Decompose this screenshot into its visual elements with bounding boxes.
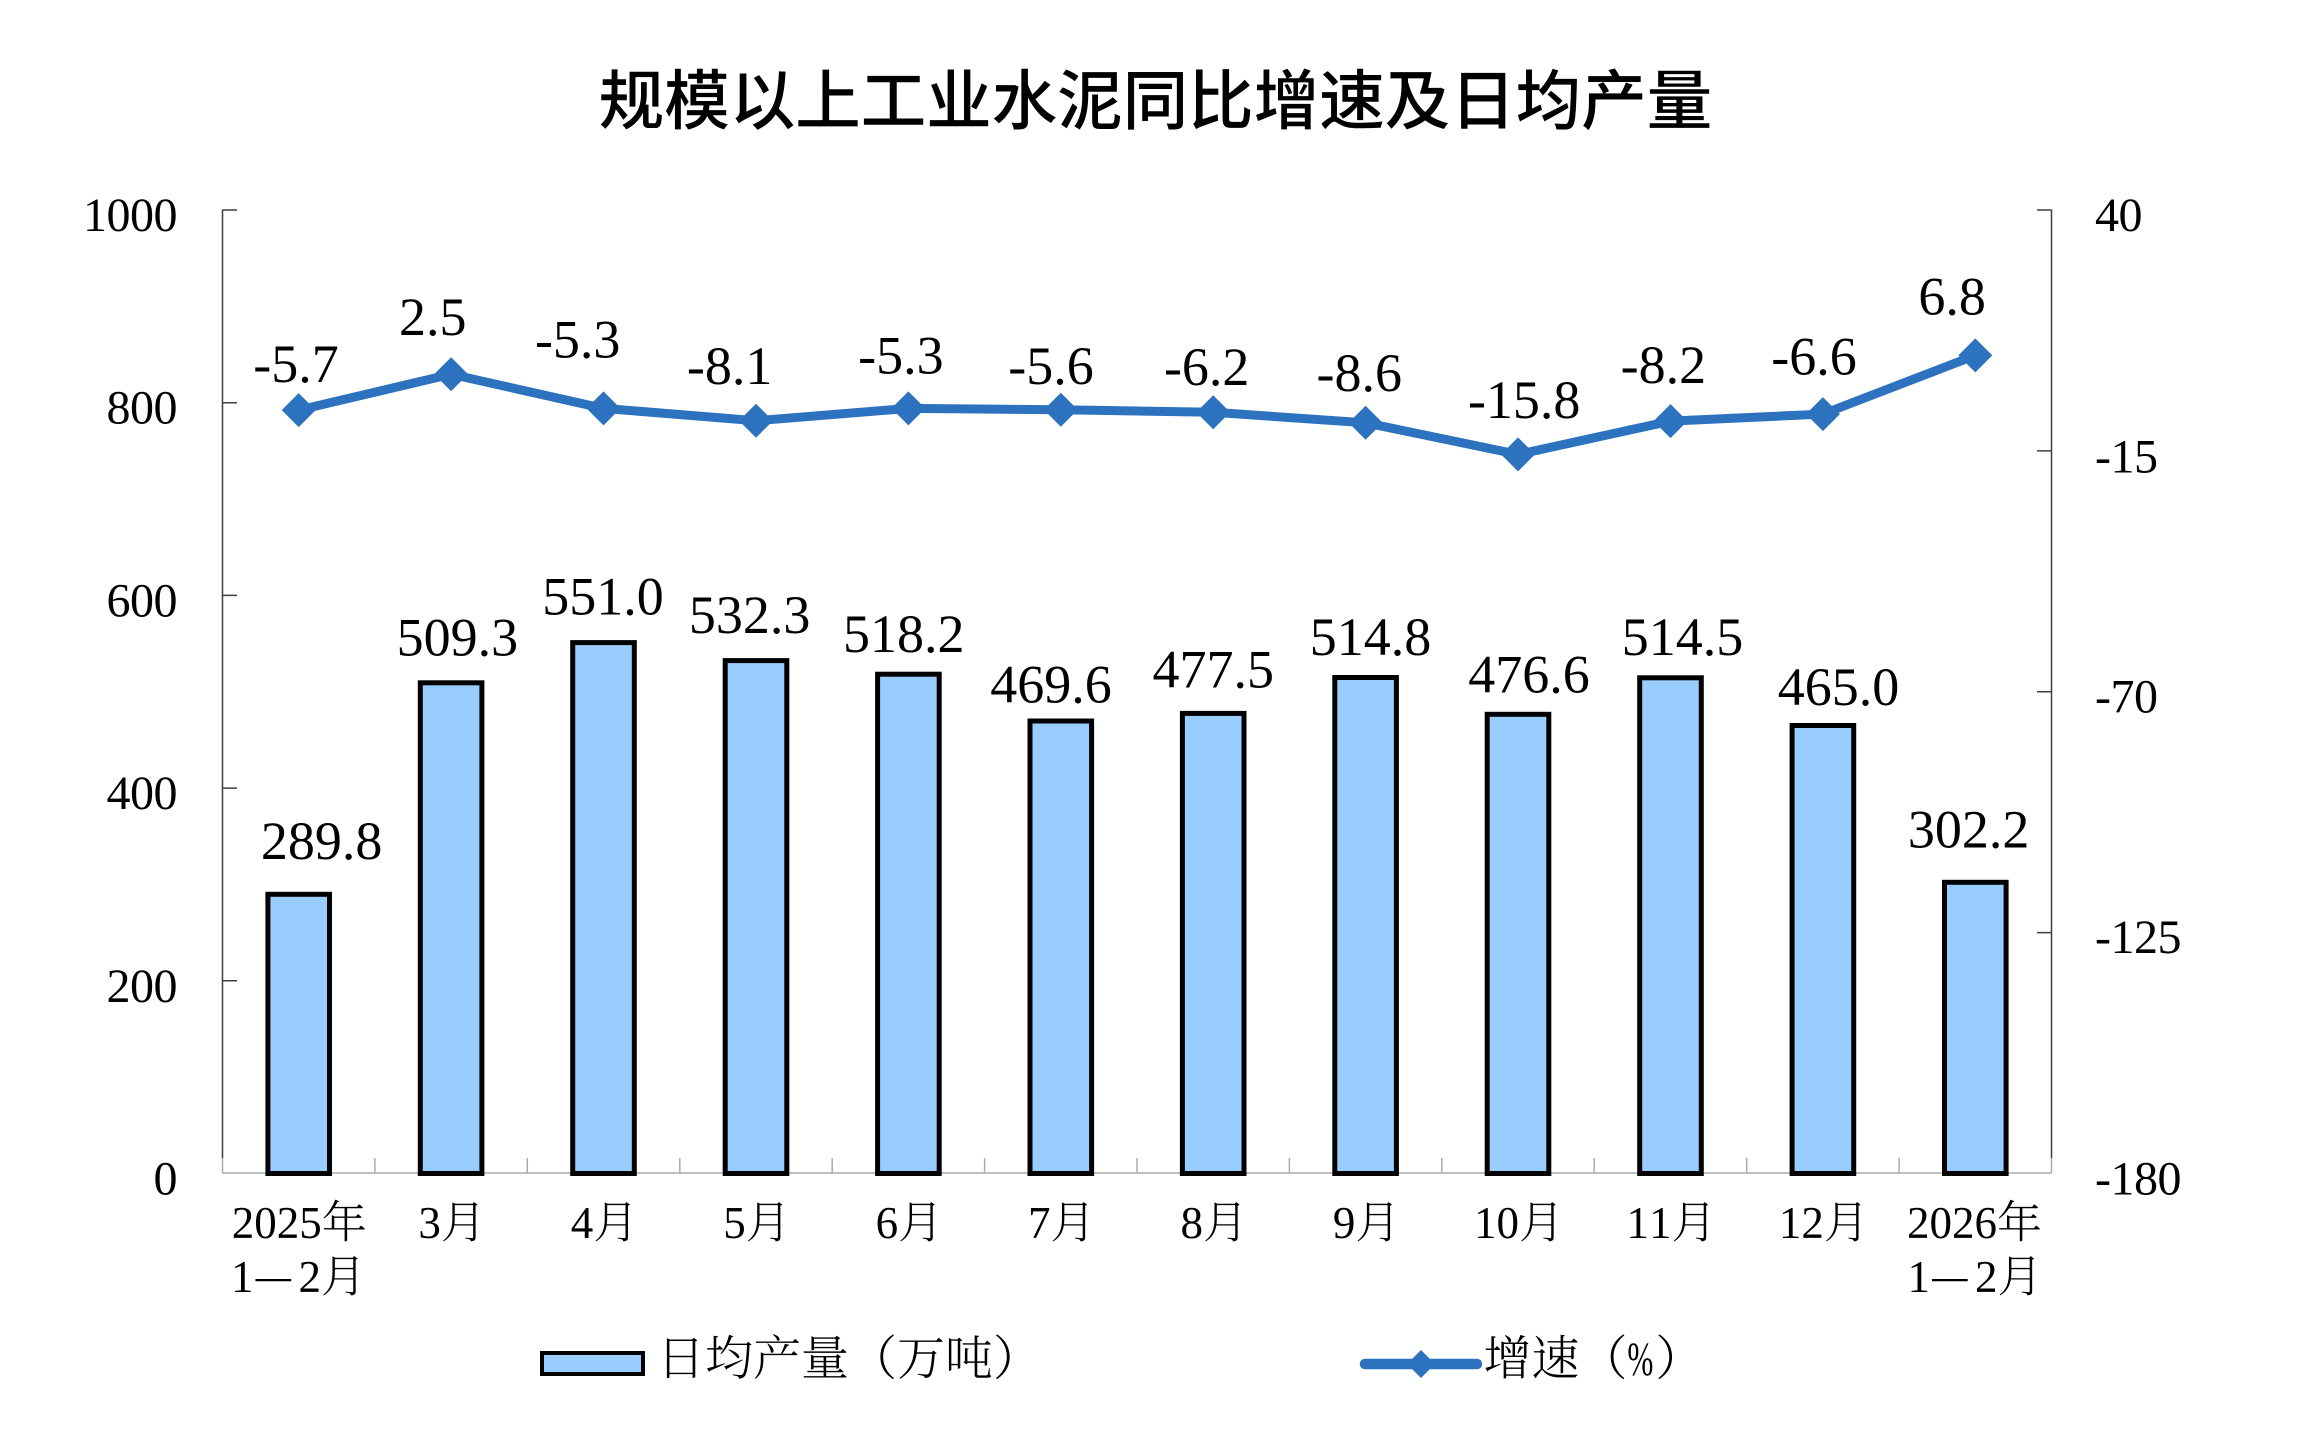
svg-text:476.6: 476.6 bbox=[1468, 644, 1590, 704]
svg-text:2: 2 bbox=[1801, 1198, 1824, 1248]
svg-text:40: 40 bbox=[2095, 189, 2142, 242]
svg-text:2.5: 2.5 bbox=[399, 287, 467, 347]
svg-text:6: 6 bbox=[1975, 1198, 1998, 1248]
svg-text:5: 5 bbox=[723, 1198, 746, 1248]
svg-text:1: 1 bbox=[1627, 1198, 1650, 1248]
svg-text:514.8: 514.8 bbox=[1310, 607, 1432, 667]
svg-text:-180: -180 bbox=[2095, 1153, 2181, 1206]
svg-text:600: 600 bbox=[107, 574, 178, 627]
svg-text:-15.8: -15.8 bbox=[1468, 370, 1580, 430]
svg-text:1: 1 bbox=[1908, 1252, 1931, 1302]
svg-text:-5.7: -5.7 bbox=[253, 334, 338, 394]
svg-text:3: 3 bbox=[418, 1198, 441, 1248]
svg-text:200: 200 bbox=[107, 960, 178, 1013]
svg-text:9: 9 bbox=[1333, 1198, 1356, 1248]
svg-text:8: 8 bbox=[1181, 1198, 1204, 1248]
svg-text:518.2: 518.2 bbox=[843, 604, 965, 664]
svg-text:2: 2 bbox=[1907, 1198, 1930, 1248]
svg-text:2: 2 bbox=[277, 1198, 300, 1248]
svg-text:1: 1 bbox=[1779, 1198, 1802, 1248]
svg-text:-5.6: -5.6 bbox=[1008, 336, 1093, 396]
svg-text:0: 0 bbox=[254, 1198, 276, 1248]
svg-text:302.2: 302.2 bbox=[1908, 800, 2030, 860]
svg-text:2: 2 bbox=[1952, 1198, 1975, 1248]
svg-text:6.8: 6.8 bbox=[1918, 267, 1986, 327]
svg-text:2: 2 bbox=[232, 1198, 255, 1248]
svg-text:-6.6: -6.6 bbox=[1771, 327, 1856, 387]
svg-text:-15: -15 bbox=[2095, 430, 2157, 483]
svg-text:-125: -125 bbox=[2095, 911, 2181, 964]
svg-text:-5.3: -5.3 bbox=[858, 326, 943, 386]
svg-text:5: 5 bbox=[299, 1198, 322, 1248]
svg-text:-70: -70 bbox=[2095, 671, 2157, 724]
svg-text:-8.2: -8.2 bbox=[1621, 335, 1706, 395]
svg-text:477.5: 477.5 bbox=[1152, 639, 1274, 699]
svg-text:-8.6: -8.6 bbox=[1317, 343, 1402, 403]
svg-text:514.5: 514.5 bbox=[1622, 607, 1744, 667]
svg-text:2: 2 bbox=[1975, 1252, 1998, 1302]
svg-text:469.6: 469.6 bbox=[990, 655, 1112, 715]
svg-text:289.8: 289.8 bbox=[261, 811, 383, 871]
svg-text:6: 6 bbox=[876, 1198, 899, 1248]
svg-text:%: % bbox=[1627, 1333, 1653, 1386]
svg-text:2: 2 bbox=[299, 1252, 322, 1302]
svg-text:509.3: 509.3 bbox=[397, 607, 519, 667]
svg-text:0: 0 bbox=[154, 1153, 178, 1206]
svg-text:551.0: 551.0 bbox=[542, 566, 664, 626]
svg-text:800: 800 bbox=[107, 382, 178, 435]
svg-text:1: 1 bbox=[1474, 1198, 1497, 1248]
svg-text:532.3: 532.3 bbox=[689, 585, 811, 645]
svg-text:1: 1 bbox=[231, 1252, 254, 1302]
svg-text:4: 4 bbox=[571, 1198, 594, 1248]
svg-text:0: 0 bbox=[1497, 1198, 1520, 1248]
svg-text:7: 7 bbox=[1028, 1198, 1051, 1248]
svg-text:400: 400 bbox=[107, 767, 178, 820]
svg-text:-8.1: -8.1 bbox=[687, 336, 772, 396]
svg-text:0: 0 bbox=[1930, 1198, 1953, 1248]
svg-text:-5.3: -5.3 bbox=[535, 309, 620, 369]
svg-text:1000: 1000 bbox=[83, 189, 177, 242]
svg-text:1: 1 bbox=[1649, 1198, 1672, 1248]
svg-text:465.0: 465.0 bbox=[1778, 657, 1900, 717]
svg-text:-6.2: -6.2 bbox=[1164, 337, 1249, 397]
